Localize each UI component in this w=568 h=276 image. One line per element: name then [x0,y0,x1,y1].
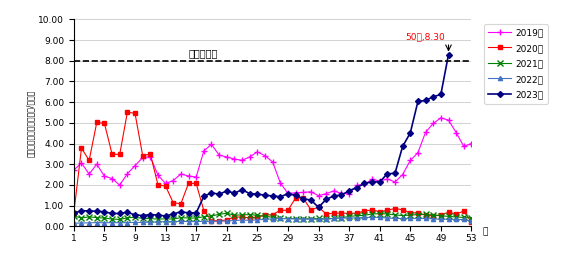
2023年 [132,213,139,217]
2023年 [369,180,375,184]
Line: 2019年: 2019年 [71,115,474,198]
2020年 [124,111,131,114]
2023年 [247,192,253,195]
2020年 [430,214,437,217]
2023年 [353,186,360,189]
Y-axis label: 定点当たり報告数（報告/定点）: 定点当たり報告数（報告/定点） [27,89,35,156]
2023年 [170,212,177,216]
Line: 2021年: 2021年 [71,211,474,222]
2023年 [86,209,93,213]
2019年 [338,192,345,195]
2023年 [277,195,283,198]
Text: 50週,8.30: 50週,8.30 [405,32,445,41]
2021年 [338,216,345,219]
2023年 [391,172,398,175]
2023年 [193,211,199,214]
2023年 [422,99,429,102]
2019年 [437,116,444,120]
2023年 [239,188,245,191]
2021年 [346,215,353,218]
2023年 [185,211,192,214]
2022年 [430,217,437,221]
2023年 [407,131,414,135]
2023年 [331,194,337,198]
Legend: 2019年, 2020年, 2021年, 2022年, 2023年: 2019年, 2020年, 2021年, 2022年, 2023年 [484,24,548,104]
2021年 [323,217,329,221]
2023年 [108,212,115,215]
2022年 [300,217,307,221]
2023年 [323,198,329,201]
2023年 [116,212,123,215]
Text: 週: 週 [483,227,488,236]
2023年 [399,145,406,148]
2021年 [315,217,322,220]
2023年 [445,53,452,56]
2023年 [162,214,169,217]
2023年 [430,95,437,98]
2019年 [177,172,184,176]
2022年 [323,217,329,221]
2023年 [415,100,421,103]
2021年 [223,212,230,215]
2023年 [338,193,345,197]
2023年 [177,210,184,214]
2020年 [185,182,192,185]
2020年 [468,221,475,224]
2019年 [384,177,391,181]
2023年 [262,194,269,197]
2023年 [216,193,223,196]
Line: 2023年: 2023年 [72,52,450,218]
2019年 [307,190,314,193]
2023年 [78,209,85,212]
2020年 [315,206,322,209]
2021年 [185,216,192,220]
2023年 [361,182,368,185]
2023年 [307,198,314,202]
2023年 [101,210,108,214]
2023年 [124,211,131,214]
2019年 [315,194,322,197]
2023年 [223,189,230,193]
2020年 [307,208,314,211]
2020年 [70,211,77,214]
2023年 [292,194,299,197]
2021年 [116,218,123,221]
2019年 [300,191,307,194]
2023年 [384,172,391,176]
Text: 警報基準値: 警報基準値 [189,48,218,58]
2020年 [331,212,337,215]
2021年 [70,214,77,217]
2023年 [147,213,154,216]
2019年 [70,168,77,172]
2023年 [231,192,238,195]
2022年 [361,216,368,219]
2023年 [154,214,161,217]
2022年 [177,220,184,223]
2023年 [285,192,291,195]
2019年 [468,142,475,145]
2023年 [208,191,215,194]
2020年 [384,209,391,212]
2022年 [468,219,475,223]
2023年 [346,189,353,192]
2023年 [376,181,383,184]
2023年 [93,209,100,213]
2019年 [331,189,337,193]
2022年 [307,217,314,221]
2023年 [300,197,307,200]
Line: 2020年: 2020年 [72,110,474,224]
2023年 [201,195,207,198]
2023年 [437,93,444,96]
Line: 2022年: 2022年 [72,215,474,225]
2021年 [468,216,475,220]
2023年 [315,206,322,209]
2023年 [269,194,276,198]
2023年 [254,192,261,196]
2023年 [139,214,146,217]
2022年 [384,216,391,220]
2021年 [391,213,398,217]
2023年 [70,212,77,215]
2022年 [70,222,77,225]
